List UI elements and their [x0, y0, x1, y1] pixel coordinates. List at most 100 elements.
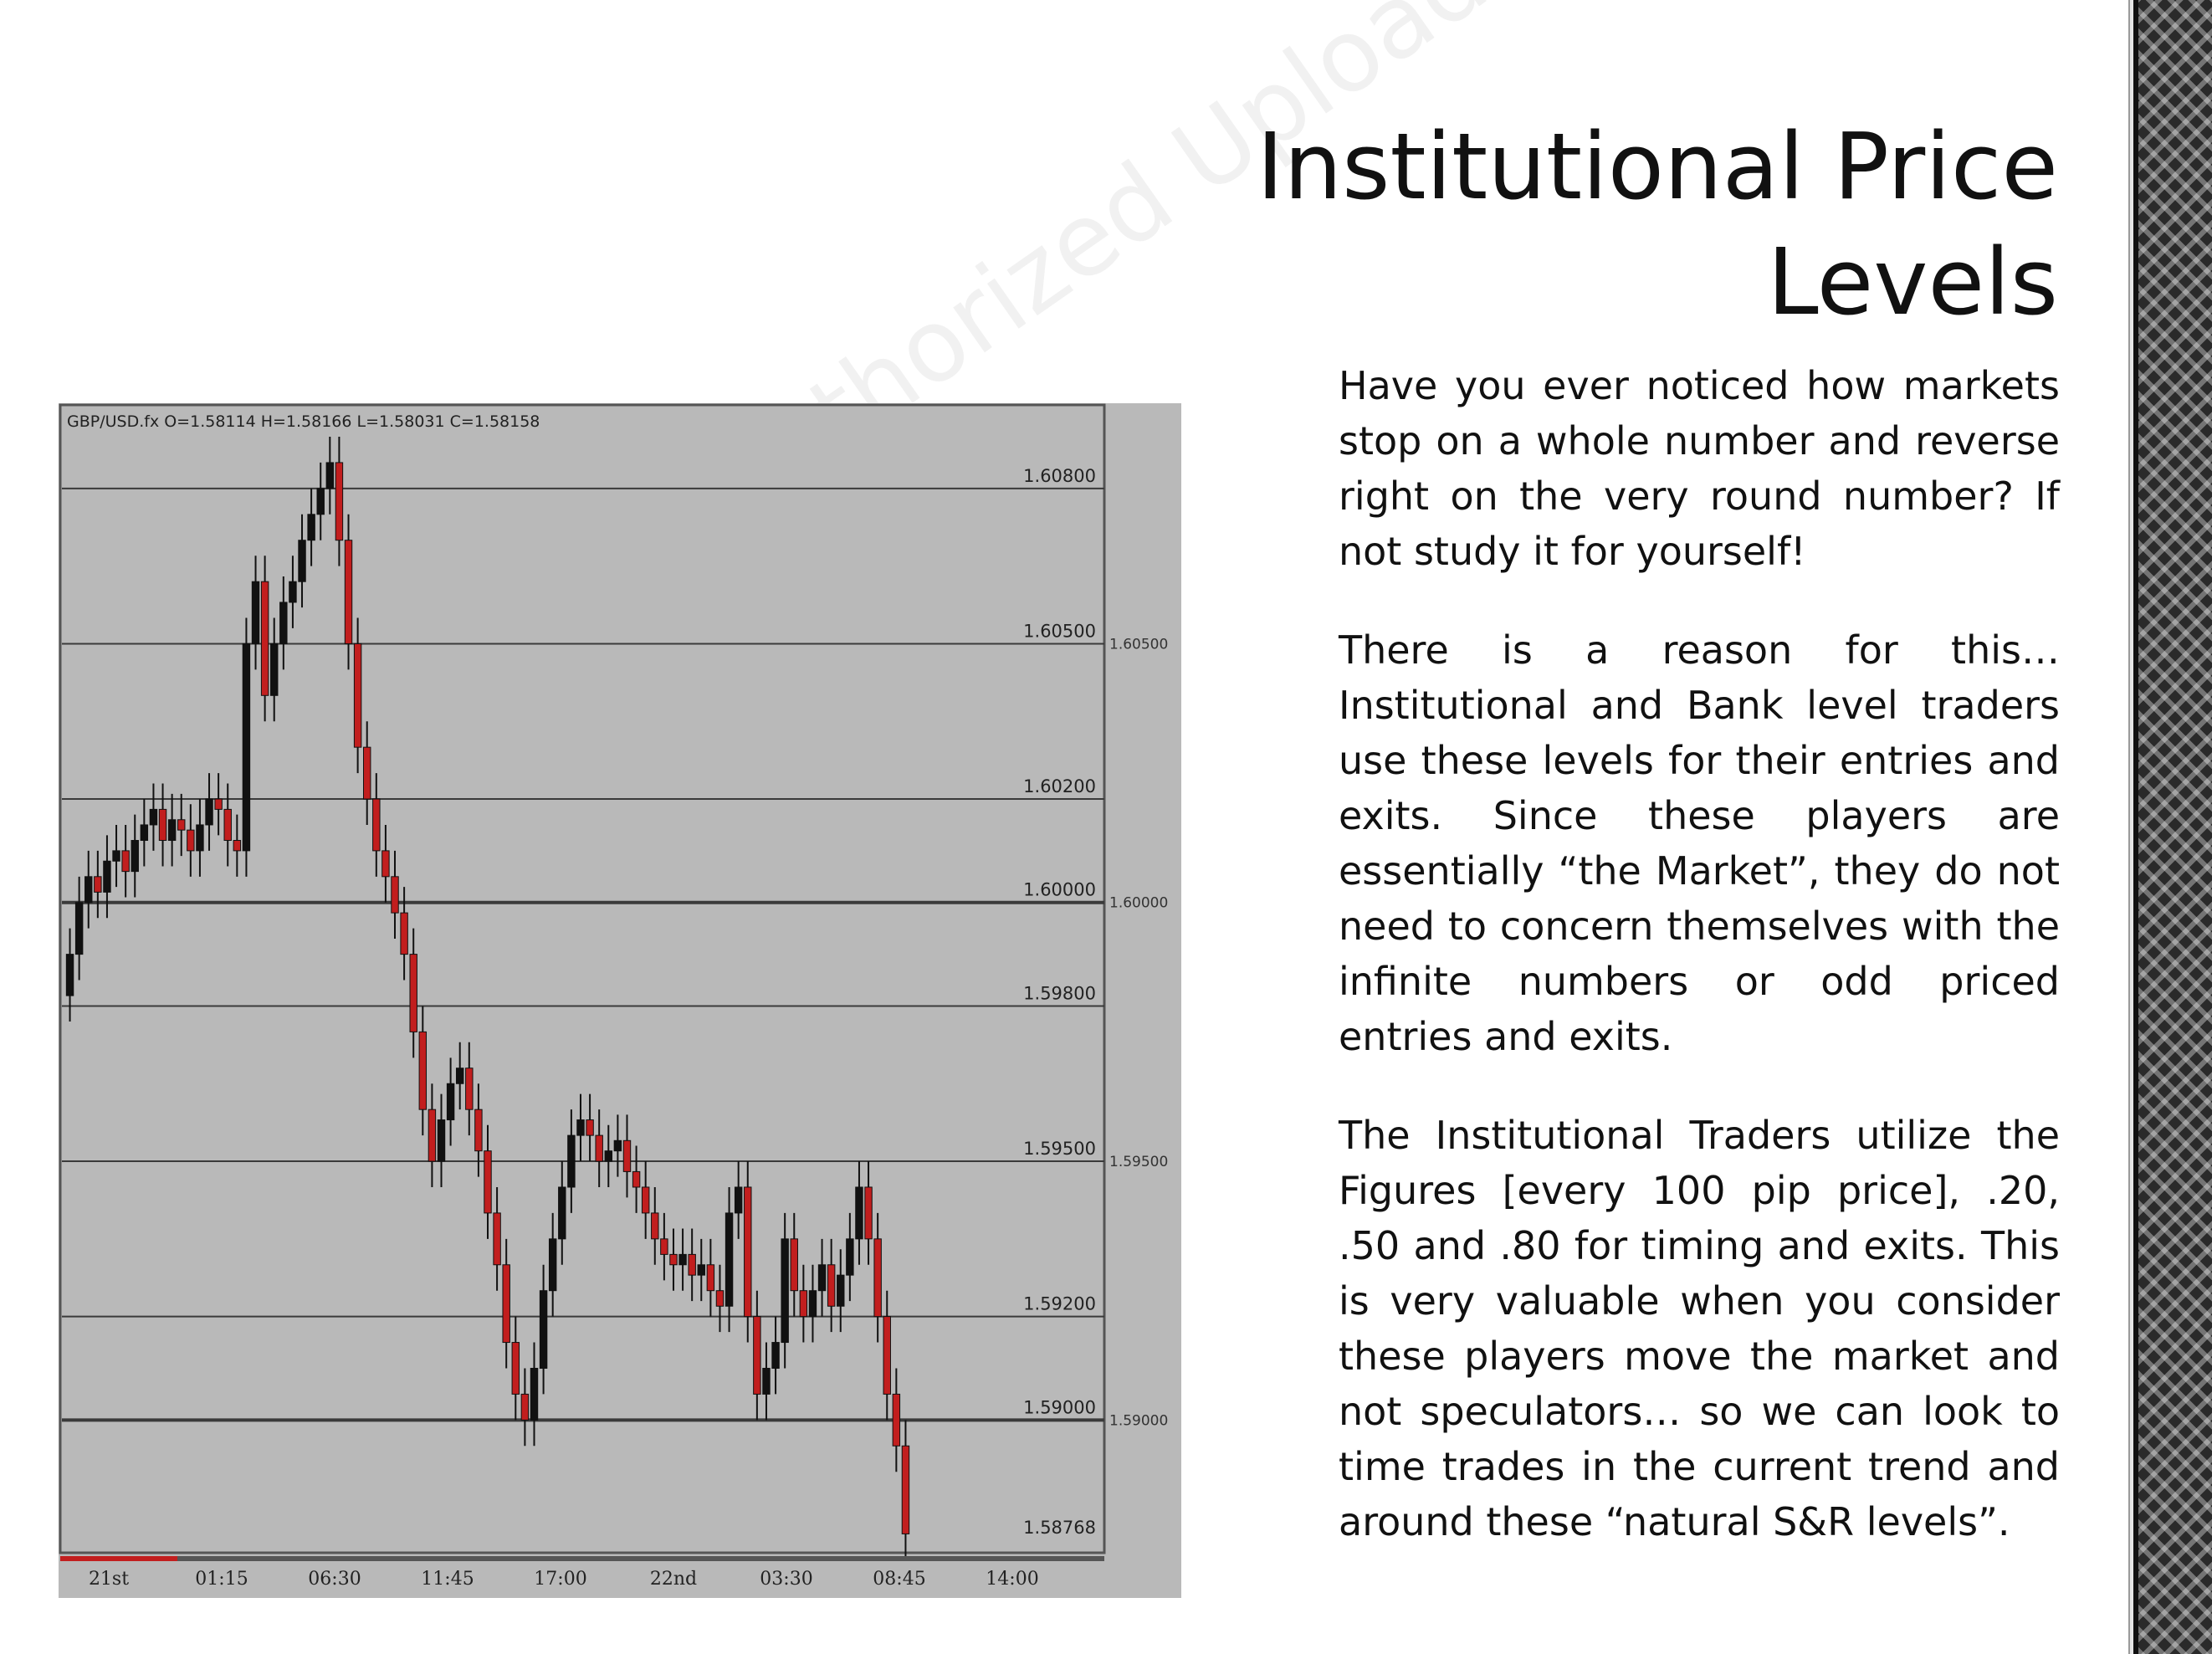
candle-body-68	[697, 1264, 705, 1276]
candle-body-1	[74, 902, 84, 955]
plot-area	[59, 403, 1106, 1554]
price-level-label-4: 1.59800	[1023, 983, 1096, 1003]
paragraph-2: There is a reason for this… Institutiona…	[1339, 627, 2060, 1059]
candle-body-66	[678, 1253, 687, 1266]
price-level-label-0: 1.60800	[1023, 466, 1096, 486]
candle-body-4	[103, 860, 111, 893]
candle-body-72	[734, 1186, 743, 1214]
chart-frame: GBP/USD.fx O=1.58114 H=1.58166 L=1.58031…	[59, 403, 1181, 1598]
candle-body-53	[558, 1186, 566, 1240]
x-tick-label-8: 14:00	[986, 1569, 1038, 1590]
candle-body-15	[205, 798, 213, 826]
candle-body-31	[353, 643, 362, 748]
candle-body-37	[409, 954, 417, 1032]
candle-body-80	[808, 1290, 817, 1318]
candle-body-62	[641, 1186, 650, 1214]
candle-body-18	[233, 840, 242, 852]
candle-body-48	[511, 1342, 520, 1395]
slide-title: Institutional Price Levels	[1255, 109, 2058, 340]
candle-body-76	[771, 1342, 780, 1369]
paragraph-3: The Institutional Traders utilize the Fi…	[1339, 1113, 2060, 1544]
candle-body-51	[539, 1290, 548, 1369]
candle-body-7	[131, 840, 139, 873]
candle-body-73	[744, 1186, 752, 1318]
candle-body-50	[530, 1367, 539, 1421]
candle-body-74	[753, 1316, 761, 1395]
candle-body-46	[493, 1212, 501, 1266]
x-tick-label-5: 22nd	[650, 1569, 697, 1590]
candle-body-86	[864, 1186, 873, 1240]
candlestick-chart: GBP/USD.fx O=1.58114 H=1.58166 L=1.58031…	[59, 403, 1168, 1590]
candle-body-87	[873, 1238, 882, 1318]
candle-body-57	[595, 1134, 603, 1162]
candle-body-77	[781, 1238, 789, 1344]
candle-body-8	[140, 824, 149, 842]
time-axis-bar	[60, 1556, 1104, 1561]
candle-body-36	[400, 912, 408, 955]
price-level-right-label-5: 1.59500	[1109, 1154, 1168, 1170]
candle-body-22	[270, 643, 279, 696]
chart-header: GBP/USD.fx O=1.58114 H=1.58166 L=1.58031…	[67, 412, 540, 431]
candle-body-35	[391, 876, 399, 914]
candle-body-43	[465, 1068, 474, 1110]
body-text: Have you ever noticed how markets stop o…	[1339, 358, 2060, 1593]
candle-body-45	[484, 1150, 492, 1214]
price-level-label-5: 1.59500	[1023, 1139, 1096, 1159]
candle-body-70	[715, 1290, 725, 1307]
price-levels: 1.60800 1.60500 1.60500 1.60200 1.60000 1.600…	[62, 466, 1168, 1538]
candle-body-13	[187, 829, 195, 852]
candle-body-32	[362, 746, 371, 800]
candle-body-26	[307, 514, 315, 541]
x-tick-label-7: 08:45	[873, 1569, 925, 1590]
candle-body-65	[669, 1253, 678, 1266]
price-level-right-label-3: 1.60000	[1109, 895, 1168, 912]
price-level-label-6: 1.59200	[1023, 1294, 1096, 1314]
slide-title-line-2: Levels	[1767, 228, 2058, 335]
candle-body-49	[520, 1393, 530, 1421]
candle-body-2	[84, 876, 93, 904]
candle-body-47	[502, 1264, 510, 1344]
candle-body-83	[837, 1274, 845, 1307]
candle-body-84	[846, 1238, 854, 1276]
candle-body-28	[325, 462, 335, 489]
x-tick-label-1: 01:15	[195, 1569, 248, 1590]
candle-body-6	[121, 850, 130, 873]
candle-body-33	[372, 798, 381, 852]
candle-body-21	[260, 581, 269, 696]
candle-body-69	[706, 1264, 715, 1292]
candle-body-54	[567, 1134, 576, 1188]
x-tick-label-6: 03:30	[760, 1569, 812, 1590]
candle-body-85	[855, 1186, 863, 1240]
candle-body-79	[799, 1290, 808, 1318]
candle-body-3	[94, 876, 102, 893]
candle-body-12	[177, 819, 186, 831]
candle-body-29	[335, 462, 344, 541]
candle-body-89	[892, 1393, 901, 1447]
candle-body-39	[428, 1109, 437, 1162]
candle-body-19	[242, 643, 251, 852]
x-tick-label-4: 17:00	[534, 1569, 586, 1590]
candle-body-38	[418, 1031, 428, 1110]
candle-body-75	[762, 1367, 771, 1395]
candle-body-23	[279, 602, 288, 644]
candle-body-41	[446, 1083, 455, 1121]
x-tick-label-3: 11:45	[421, 1569, 474, 1590]
candle-body-61	[632, 1170, 641, 1188]
slide-title-line-1: Institutional Price	[1257, 113, 2058, 220]
x-tick-labels: 21st 01:15 06:30 11:45 17:00 22nd 03:30 08:45 14…	[89, 1569, 1039, 1590]
candle-body-20	[251, 581, 260, 644]
price-level-label-3: 1.60000	[1023, 880, 1096, 900]
candle-body-42	[455, 1068, 464, 1084]
candle-body-9	[149, 808, 158, 826]
candle-body-78	[790, 1238, 798, 1292]
x-tick-label-2: 06:30	[308, 1569, 361, 1590]
candle-body-11	[167, 819, 177, 842]
candle-body-30	[344, 540, 353, 644]
x-tick-label-0: 21st	[89, 1569, 129, 1590]
candle-body-71	[725, 1212, 734, 1307]
price-level-label-7: 1.59000	[1023, 1397, 1096, 1417]
candle-body-17	[223, 808, 232, 842]
candle-body-58	[604, 1150, 613, 1162]
candle-body-63	[651, 1212, 659, 1240]
